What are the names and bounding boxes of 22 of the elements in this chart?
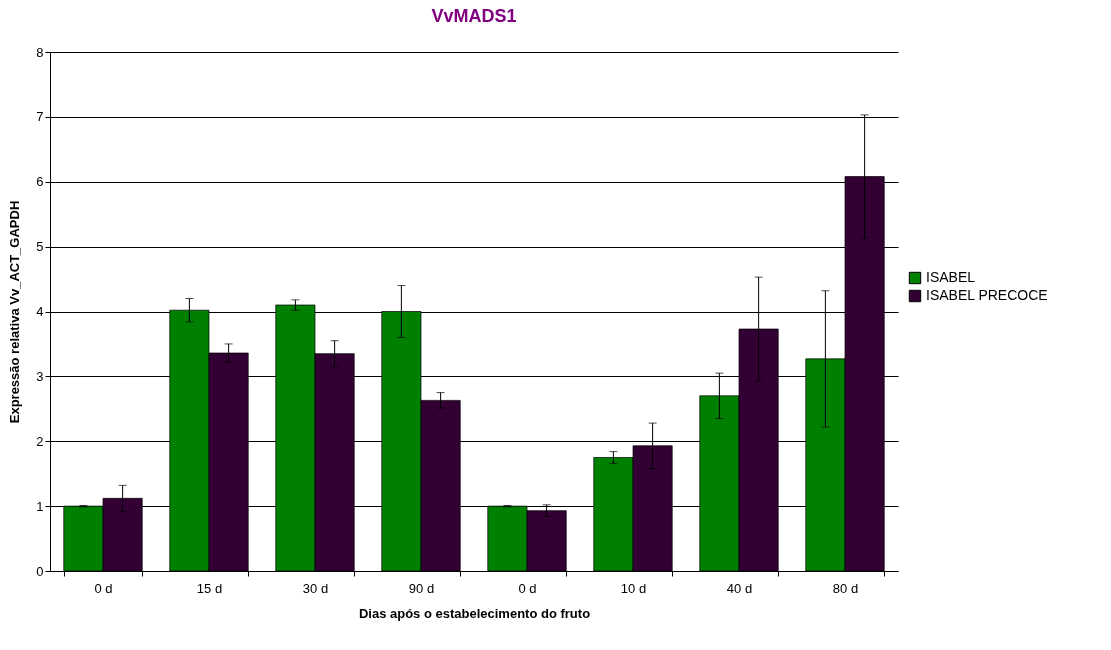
x-tick-label: 30 d — [302, 580, 329, 596]
x-tick-label: 80 d — [832, 580, 859, 596]
y-tick-label: 7 — [36, 109, 44, 125]
y-tick-label: 3 — [36, 368, 44, 384]
x-tick-label: 0 d — [94, 580, 113, 596]
y-axis-title: Expressão relativa Vv_ACT_GAPDH — [7, 200, 23, 424]
y-tick-label: 2 — [36, 433, 44, 449]
x-tick-label: 15 d — [196, 580, 223, 596]
y-tick-label: 8 — [36, 44, 44, 60]
chart-title: VvMADS1 — [431, 6, 517, 26]
x-tick-label: 40 d — [726, 580, 753, 596]
x-tick-label: 0 d — [518, 580, 537, 596]
legend-label: ISABEL — [926, 269, 976, 285]
y-tick-label: 0 — [36, 563, 44, 579]
legend-label: ISABEL PRECOCE — [926, 287, 1048, 303]
y-tick-label: 5 — [36, 239, 44, 255]
x-tick-label: 10 d — [620, 580, 647, 596]
y-tick-label: 1 — [36, 498, 44, 514]
y-tick-label: 6 — [36, 174, 44, 190]
x-axis-title: Dias após o estabelecimento do fruto — [358, 605, 591, 621]
y-tick-label: 4 — [36, 304, 44, 319]
x-tick-label: 90 d — [408, 580, 435, 596]
